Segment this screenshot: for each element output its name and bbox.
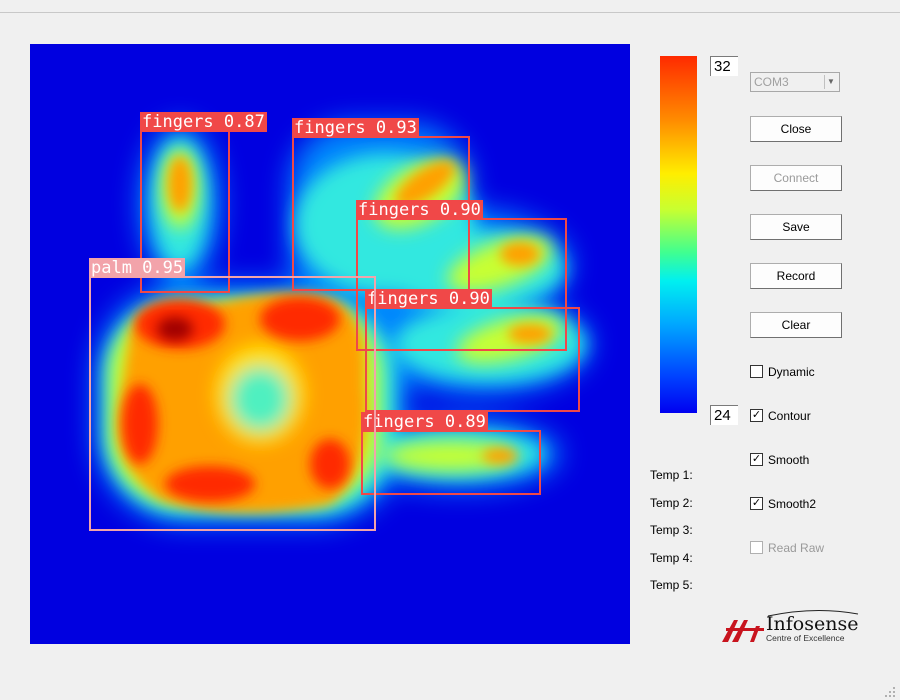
- checkbox-box[interactable]: [750, 541, 763, 555]
- resize-grip-icon[interactable]: [884, 686, 896, 698]
- chevron-down-icon[interactable]: ▼: [824, 75, 837, 89]
- checkmark-icon[interactable]: ✓: [750, 409, 763, 423]
- dynamic-checkbox[interactable]: Dynamic: [750, 364, 815, 380]
- checkbox-label: Smooth2: [768, 497, 817, 511]
- temp-2-label: Temp 2:: [650, 496, 693, 510]
- record-button[interactable]: Record: [750, 263, 842, 289]
- window-top-border: [0, 12, 900, 13]
- detection-label: palm 0.95: [89, 258, 186, 278]
- checkbox-label: Smooth: [768, 453, 810, 467]
- contour-checkbox[interactable]: ✓ Contour: [750, 408, 811, 424]
- detection-label: fingers 0.90: [365, 289, 492, 309]
- save-button[interactable]: Save: [750, 214, 842, 240]
- detection-box-fingers: fingers 0.89: [361, 412, 541, 495]
- read-raw-checkbox[interactable]: Read Raw: [750, 540, 824, 556]
- checkmark-icon[interactable]: ✓: [750, 497, 763, 511]
- checkbox-box[interactable]: [750, 365, 763, 379]
- port-select-value: COM3: [754, 75, 789, 89]
- checkbox-label: Read Raw: [768, 541, 825, 555]
- scale-min-field[interactable]: 24: [710, 405, 738, 425]
- detection-box-fingers: fingers 0.90: [356, 200, 567, 351]
- connect-button[interactable]: Connect: [750, 165, 842, 191]
- logo-mark-icon: Infosense Centre of Excellence: [722, 609, 858, 643]
- close-button[interactable]: Close: [750, 116, 842, 142]
- detection-label: fingers 0.93: [292, 118, 419, 138]
- detection-box-fingers: fingers 0.87: [140, 112, 267, 293]
- clear-button[interactable]: Clear: [750, 312, 842, 338]
- smooth-checkbox[interactable]: ✓ Smooth: [750, 452, 809, 468]
- color-scale-bar: [660, 56, 697, 413]
- detection-label: fingers 0.89: [361, 412, 488, 432]
- port-select[interactable]: COM3 ▼: [750, 72, 840, 92]
- temp-5-label: Temp 5:: [650, 578, 693, 592]
- infosense-logo: Infosense Centre of Excellence: [720, 606, 860, 646]
- checkmark-icon[interactable]: ✓: [750, 453, 763, 467]
- detection-box-palm: palm 0.95: [89, 258, 376, 531]
- logo-name: Infosense: [766, 613, 858, 635]
- detection-label: fingers 0.90: [356, 200, 483, 220]
- checkbox-label: Dynamic: [768, 365, 815, 379]
- scale-max-field[interactable]: 32: [710, 56, 738, 76]
- temp-4-label: Temp 4:: [650, 551, 693, 565]
- checkbox-label: Contour: [768, 409, 811, 423]
- logo-tagline: Centre of Excellence: [766, 633, 845, 643]
- detection-label: fingers 0.87: [140, 112, 267, 132]
- smooth2-checkbox[interactable]: ✓ Smooth2: [750, 496, 816, 512]
- temp-3-label: Temp 3:: [650, 523, 693, 537]
- thermal-heatmap: fingers 0.87 fingers 0.93 fingers 0.90 f…: [30, 44, 630, 644]
- detection-box-fingers: fingers 0.90: [365, 289, 580, 412]
- temp-1-label: Temp 1:: [650, 468, 693, 482]
